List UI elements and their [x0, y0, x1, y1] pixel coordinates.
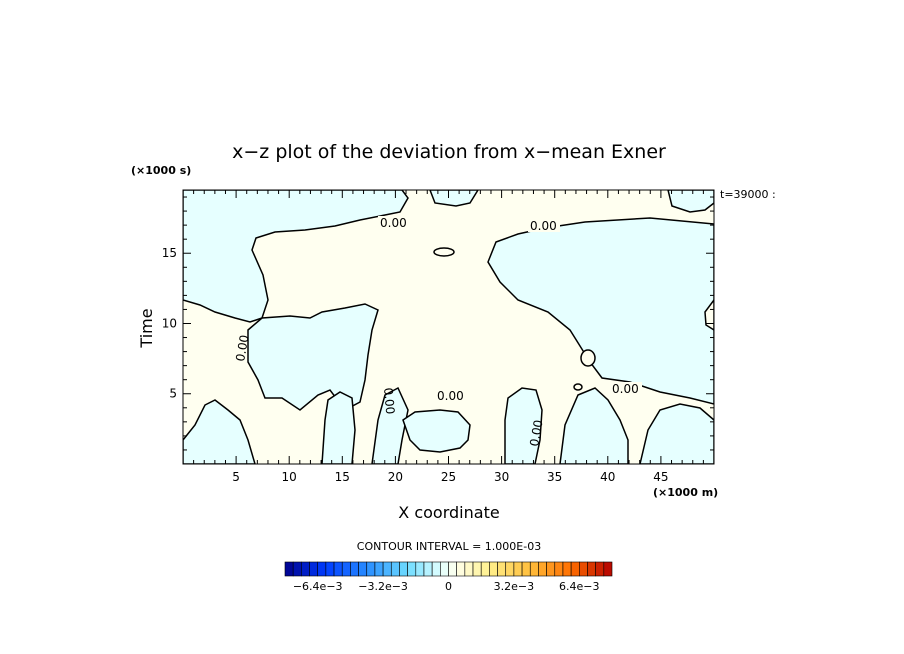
x-tick-label: 35 — [547, 470, 562, 484]
colorbar-cell — [529, 561, 539, 577]
colorbar-cell — [513, 561, 523, 577]
y-axis-label: Time — [137, 308, 156, 348]
colorbar-cell — [301, 561, 310, 577]
small-contour-right — [580, 349, 596, 367]
negative-region-bottom-3 — [371, 386, 409, 464]
colorbar-cell — [464, 561, 474, 577]
y-tick-label: 15 — [162, 246, 177, 260]
colorbar-cell — [325, 561, 335, 577]
contour-labels: 0.00 0.00 0.00 0.00 0.00 0.00 0.00 — [233, 216, 642, 448]
negative-region-top-right — [667, 190, 714, 213]
colorbar-cell — [374, 561, 384, 577]
x-axis: 5 10 15 20 25 30 35 40 45 — [193, 190, 704, 484]
x-tick-label: 30 — [494, 470, 509, 484]
colorbar-cell — [431, 561, 441, 577]
colorbar-cell — [521, 561, 531, 577]
y-axis: 5 10 15 — [162, 196, 714, 451]
colorbar-cell — [489, 561, 498, 577]
colorbar-labels: −6.4e−3 −3.2e−3 0 3.2e−3 6.4e−3 — [293, 580, 600, 593]
negative-region-center-left — [247, 303, 379, 411]
colorbar-cell — [366, 561, 376, 577]
colorbar-cell — [309, 561, 318, 577]
negative-region-bottom-left — [183, 399, 256, 464]
negative-region-bottom-6 — [559, 387, 629, 464]
x-tick-label: 10 — [282, 470, 297, 484]
contour-regions — [183, 190, 714, 464]
negative-region-bottom-2 — [321, 391, 356, 464]
colorbar-cell — [358, 561, 368, 577]
colorbar-cell — [603, 561, 613, 577]
colorbar-cell — [407, 561, 417, 577]
contour-label: 0.00 — [530, 219, 557, 233]
y-tick-label: 10 — [162, 316, 177, 330]
negative-region-top-left — [183, 190, 409, 323]
small-contour-top — [433, 247, 455, 257]
negative-region-bottom-4 — [402, 409, 471, 453]
x-tick-label: 5 — [232, 470, 240, 484]
colorbar-cell — [497, 561, 507, 577]
x-tick-label: 45 — [653, 470, 668, 484]
x-tick-label: 20 — [388, 470, 403, 484]
colorbar — [284, 561, 613, 577]
time-stamp: t=39000 : — [720, 188, 776, 201]
colorbar-cell — [292, 561, 302, 577]
colorbar-cell — [480, 561, 490, 577]
colorbar-cell — [399, 561, 408, 577]
contour-interval: CONTOUR INTERVAL = 1.000E-03 — [357, 540, 541, 553]
colorbar-tick-label: 3.2e−3 — [494, 580, 534, 593]
colorbar-cell — [333, 561, 343, 577]
x-tick-label: 40 — [600, 470, 615, 484]
colorbar-cell — [554, 561, 564, 577]
small-contour-right-2 — [573, 383, 583, 391]
colorbar-cell — [341, 561, 351, 577]
colorbar-cell — [505, 561, 515, 577]
colorbar-cell — [382, 561, 392, 577]
colorbar-cell — [546, 561, 556, 577]
x-tick-label: 25 — [441, 470, 456, 484]
colorbar-cell — [472, 561, 482, 577]
negative-region-bottom-right — [639, 403, 714, 464]
contour-label: 0.00 — [380, 216, 407, 230]
negative-region-bottom-5 — [504, 387, 543, 464]
colorbar-tick-label: −3.2e−3 — [358, 580, 408, 593]
colorbar-tick-label: −6.4e−3 — [293, 580, 343, 593]
colorbar-tick-label: 6.4e−3 — [559, 580, 599, 593]
colorbar-cell — [415, 561, 425, 577]
contour-label: 0.00 — [437, 389, 464, 403]
colorbar-cell — [440, 561, 449, 577]
contour-label: 0.00 — [233, 334, 251, 363]
colorbar-cell — [562, 561, 572, 577]
chart-title: x−z plot of the deviation from x−mean Ex… — [232, 141, 666, 163]
colorbar-cell — [317, 561, 327, 577]
colorbar-cell — [390, 561, 400, 577]
negative-region-top-middle — [429, 190, 479, 207]
y-tick-label: 5 — [169, 387, 177, 401]
contour-label: 0.00 — [612, 382, 639, 396]
colorbar-cell — [587, 561, 596, 577]
x-units: (×1000 m) — [653, 486, 718, 499]
colorbar-tick-label: 0 — [445, 580, 452, 593]
colorbar-cell — [284, 561, 294, 577]
colorbar-cell — [595, 561, 605, 577]
colorbar-cell — [570, 561, 580, 577]
colorbar-cell — [448, 561, 457, 577]
y-units: (×1000 s) — [131, 164, 191, 177]
contour-label: 0.00 — [381, 387, 397, 415]
contour-label: 0.00 — [527, 419, 545, 448]
colorbar-cell — [456, 561, 466, 577]
x-tick-label: 15 — [335, 470, 350, 484]
x-axis-label: X coordinate — [398, 503, 499, 522]
colorbar-cell — [423, 561, 433, 577]
colorbar-cell — [578, 561, 588, 577]
right-edge-bump — [704, 298, 714, 331]
colorbar-cell — [350, 561, 359, 577]
colorbar-cell — [538, 561, 547, 577]
